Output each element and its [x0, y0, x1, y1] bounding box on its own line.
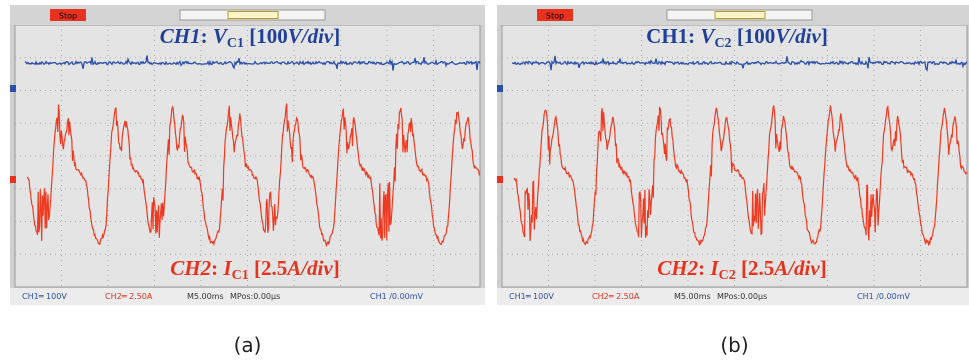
scale-open: [100: [244, 24, 288, 48]
scale-open: [100: [732, 24, 776, 48]
subscript: C1: [227, 36, 244, 51]
channel-name: CH2: [170, 256, 211, 280]
timeline-window: [715, 12, 765, 19]
channel-name: CH2: [657, 256, 698, 280]
scale-unit: V/div: [288, 24, 334, 48]
status-position: MPos:0.00µs: [230, 292, 280, 301]
channel-label: CH2: IC1 [2.5A/div]: [170, 256, 339, 283]
stop-label: Stop: [59, 12, 77, 21]
status-timebase: M5.00ms: [674, 292, 711, 301]
subscript: C1: [232, 268, 249, 283]
scale-close: ]: [821, 24, 828, 48]
scale-close: ]: [820, 256, 827, 280]
status-ch1: CH1═ 100V: [509, 292, 554, 301]
channel-name: CH1: [646, 24, 688, 48]
scale-unit: V/div: [775, 24, 821, 48]
ch2-marker: [10, 176, 16, 183]
scope-panel: Stop CH1: VC2 [100V/div] CH2: IC2 [2.5A/di…: [497, 5, 969, 305]
ch2-marker: [497, 176, 503, 183]
channel-label: CH1: VC2 [100V/div]: [646, 24, 828, 51]
separator: :: [211, 256, 223, 280]
status-trigger: CH1 /0.00mV: [857, 292, 911, 301]
scale-unit: A/div: [285, 256, 333, 280]
channel-label: CH2: IC2 [2.5A/div]: [657, 256, 826, 283]
figure: Stop CH1: VC1 [100V/div] CH2: IC1 [2.5A/di…: [0, 0, 969, 362]
scale-open: [2.5: [736, 256, 775, 280]
stop-label: Stop: [546, 12, 564, 21]
caption: (a): [234, 333, 262, 357]
separator: :: [201, 24, 213, 48]
status-ch1: CH1═ 100V: [22, 292, 67, 301]
scope-panel: Stop CH1: VC1 [100V/div] CH2: IC1 [2.5A/di…: [10, 5, 485, 305]
scale-open: [2.5: [249, 256, 288, 280]
ch1-marker: [497, 85, 503, 92]
timeline-window: [228, 12, 278, 19]
separator: :: [698, 256, 710, 280]
channel-name: CH1: [160, 24, 201, 48]
channel-label: CH1: VC1 [100V/div]: [160, 24, 340, 51]
scale-close: ]: [333, 24, 340, 48]
separator: :: [688, 24, 700, 48]
subscript: C2: [719, 268, 736, 283]
status-timebase: M5.00ms: [187, 292, 224, 301]
status-trigger: CH1 /0.00mV: [370, 292, 424, 301]
scale-close: ]: [333, 256, 340, 280]
scale-unit: A/div: [772, 256, 820, 280]
status-ch2: CH2═ 2.50A: [592, 292, 640, 301]
caption: (b): [720, 333, 748, 357]
ch1-marker: [10, 85, 16, 92]
status-ch2: CH2═ 2.50A: [105, 292, 153, 301]
subscript: C2: [714, 36, 731, 51]
status-position: MPos:0.00µs: [717, 292, 767, 301]
